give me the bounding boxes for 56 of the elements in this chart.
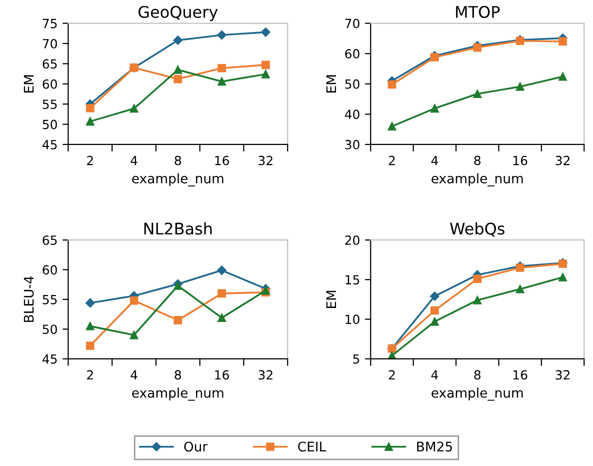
y-tick-label: 30 bbox=[345, 140, 360, 150]
x-tick-label: 2 bbox=[87, 370, 93, 380]
x-tick-label: 2 bbox=[87, 156, 93, 166]
chart-title: MTOP bbox=[456, 6, 500, 18]
y-tick-label: 45 bbox=[42, 354, 57, 364]
x-tick-label: 8 bbox=[474, 156, 480, 166]
x-tick-label: 8 bbox=[474, 370, 480, 380]
x-tick-label: 4 bbox=[431, 156, 438, 166]
x-tick-label: 8 bbox=[174, 370, 182, 380]
legend-label: BM25 bbox=[417, 442, 452, 452]
chart-title: WebQs bbox=[450, 222, 504, 236]
y-tick-label: 65 bbox=[42, 235, 57, 245]
x-tick-label: 8 bbox=[174, 156, 182, 166]
x-tick-label: 16 bbox=[215, 370, 229, 380]
y-axis-title: EM bbox=[326, 290, 336, 308]
x-axis-title: example_num bbox=[132, 173, 224, 186]
x-tick-label: 4 bbox=[130, 370, 138, 380]
chart-title: NL2Bash bbox=[144, 222, 212, 235]
y-tick-label: 15 bbox=[346, 275, 360, 285]
y-tick-label: 50 bbox=[42, 324, 57, 334]
x-tick-label: 16 bbox=[513, 370, 528, 380]
y-axis-title: BLEU-4 bbox=[24, 276, 34, 322]
y-axis-title: EM bbox=[24, 75, 34, 92]
chart-title: GeoQuery bbox=[138, 6, 218, 22]
y-tick-label: 60 bbox=[345, 49, 360, 59]
y-tick-label: 70 bbox=[345, 18, 360, 28]
y-tick-label: 50 bbox=[345, 79, 360, 89]
y-axis-title: EM bbox=[326, 75, 336, 92]
x-tick-label: 32 bbox=[556, 370, 570, 380]
y-tick-label: 55 bbox=[42, 100, 57, 109]
y-tick-label: 45 bbox=[42, 140, 57, 150]
x-axis-title: example_num bbox=[432, 173, 523, 186]
y-tick-label: 60 bbox=[42, 265, 57, 275]
y-tick-label: 20 bbox=[345, 235, 360, 245]
x-tick-label: 2 bbox=[388, 156, 395, 166]
x-axis-title: example_num bbox=[132, 388, 224, 401]
x-tick-label: 4 bbox=[431, 370, 438, 380]
y-tick-label: 10 bbox=[346, 314, 360, 324]
y-tick-label: 70 bbox=[42, 38, 57, 48]
x-tick-label: 2 bbox=[388, 370, 395, 380]
y-tick-label: 50 bbox=[42, 120, 57, 130]
y-tick-label: 60 bbox=[42, 79, 57, 89]
y-tick-label: 65 bbox=[42, 59, 57, 69]
x-tick-label: 16 bbox=[215, 156, 229, 166]
x-tick-label: 32 bbox=[258, 370, 272, 380]
y-tick-label: 5 bbox=[353, 354, 360, 364]
x-tick-label: 16 bbox=[513, 156, 528, 166]
legend-label: Our bbox=[184, 442, 208, 452]
x-tick-label: 4 bbox=[130, 156, 138, 166]
y-tick-label: 75 bbox=[42, 18, 57, 28]
x-tick-label: 32 bbox=[258, 156, 272, 166]
y-tick-label: 55 bbox=[42, 295, 57, 304]
legend-label: CEIL bbox=[298, 442, 326, 452]
x-tick-label: 32 bbox=[556, 156, 570, 166]
x-axis-title: example_num bbox=[432, 388, 523, 401]
y-tick-label: 40 bbox=[344, 110, 360, 120]
